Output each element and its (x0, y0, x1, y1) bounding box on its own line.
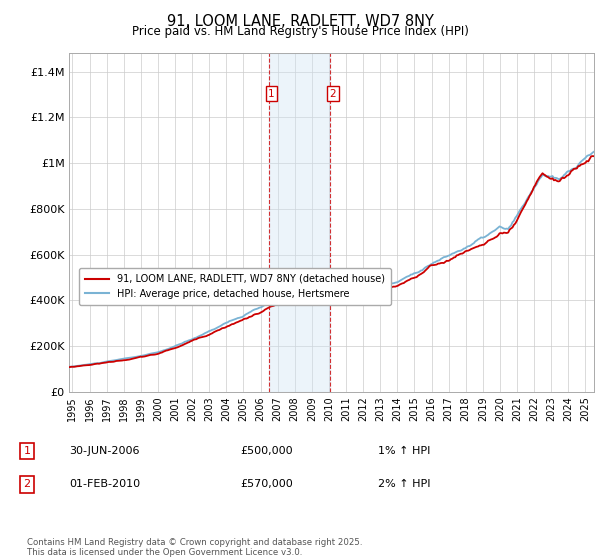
Bar (269, 53, 331, 392)
Text: 1% ↑ HPI: 1% ↑ HPI (378, 446, 430, 456)
Text: 01-FEB-2010: 01-FEB-2010 (69, 479, 140, 489)
Text: 91, LOOM LANE, RADLETT, WD7 8NY: 91, LOOM LANE, RADLETT, WD7 8NY (167, 14, 433, 29)
Text: 30-JUN-2006: 30-JUN-2006 (69, 446, 139, 456)
Text: Price paid vs. HM Land Registry's House Price Index (HPI): Price paid vs. HM Land Registry's House … (131, 25, 469, 38)
Text: 2: 2 (23, 479, 31, 489)
Text: 1: 1 (23, 446, 31, 456)
Text: £500,000: £500,000 (240, 446, 293, 456)
Text: £570,000: £570,000 (240, 479, 293, 489)
Text: 1: 1 (268, 89, 275, 99)
Legend: 91, LOOM LANE, RADLETT, WD7 8NY (detached house), HPI: Average price, detached h: 91, LOOM LANE, RADLETT, WD7 8NY (detache… (79, 268, 391, 305)
Text: 2% ↑ HPI: 2% ↑ HPI (378, 479, 431, 489)
Text: Contains HM Land Registry data © Crown copyright and database right 2025.
This d: Contains HM Land Registry data © Crown c… (27, 538, 362, 557)
Text: 2: 2 (329, 89, 336, 99)
